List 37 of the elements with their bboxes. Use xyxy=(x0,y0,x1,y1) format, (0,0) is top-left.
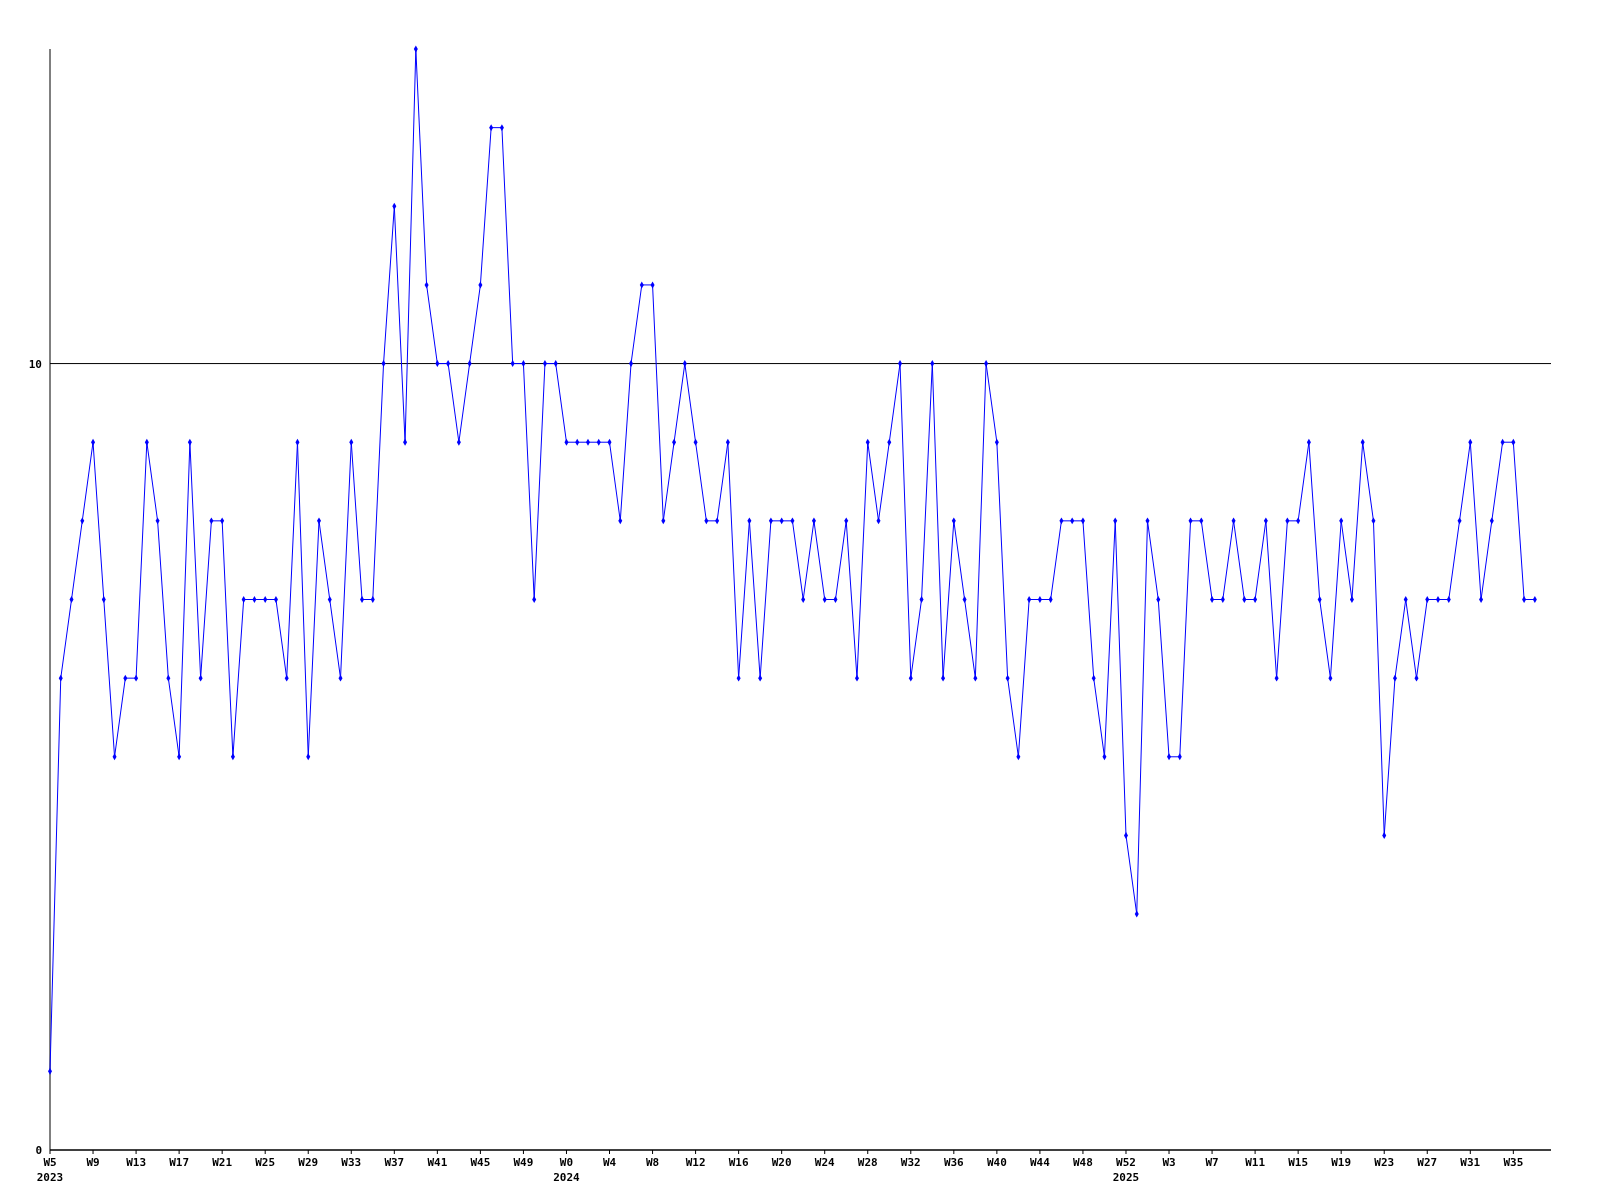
x-tick-label: W36 xyxy=(943,1156,965,1169)
y-tick-label: 0 xyxy=(35,1144,42,1157)
x-tick-label: W7 xyxy=(1205,1156,1219,1169)
x-tick-label: W19 xyxy=(1331,1156,1352,1169)
x-tick-label: W5 2023 xyxy=(36,1156,64,1184)
x-tick-label: W25 xyxy=(255,1156,276,1169)
x-tick-label: W12 xyxy=(685,1156,706,1169)
x-tick-label: W23 xyxy=(1374,1156,1395,1169)
x-tick-label: W35 xyxy=(1503,1156,1524,1169)
x-tick-label: W13 xyxy=(126,1156,147,1169)
x-tick-label: W41 xyxy=(427,1156,448,1169)
y-tick-label: 10 xyxy=(28,357,42,371)
x-tick-label: W33 xyxy=(341,1156,362,1169)
x-tick-label: W11 xyxy=(1245,1156,1266,1169)
x-tick-label: W9 xyxy=(86,1156,100,1169)
x-tick-label: W27 xyxy=(1417,1156,1438,1169)
x-tick-label: W29 xyxy=(298,1156,319,1169)
x-tick-label: W40 xyxy=(986,1156,1007,1169)
x-tick-label: W45 xyxy=(470,1156,491,1169)
x-tick-label: W52 2025 xyxy=(1112,1156,1140,1184)
x-tick-label: W49 xyxy=(513,1156,534,1169)
x-tick-label: W0 2024 xyxy=(553,1156,581,1184)
x-tick-label: W48 xyxy=(1073,1156,1093,1169)
x-tick-label: W32 xyxy=(900,1156,921,1169)
x-tick-label: W37 xyxy=(384,1156,405,1169)
x-tick-label: W28 xyxy=(857,1156,878,1169)
x-tick-label: W16 xyxy=(728,1156,749,1169)
x-tick-label: W24 xyxy=(814,1156,836,1169)
x-tick-label: W44 xyxy=(1029,1156,1051,1169)
x-tick-label: W20 xyxy=(771,1156,792,1169)
x-tick-label: W15 xyxy=(1288,1156,1309,1169)
x-tick-label: W21 xyxy=(212,1156,233,1169)
x-tick-label: W3 xyxy=(1162,1156,1176,1169)
x-tick-label: W8 xyxy=(645,1156,660,1169)
x-tick-label: W31 xyxy=(1460,1156,1481,1169)
x-tick-label: W17 xyxy=(169,1156,190,1169)
x-tick-label: W4 xyxy=(602,1156,617,1169)
